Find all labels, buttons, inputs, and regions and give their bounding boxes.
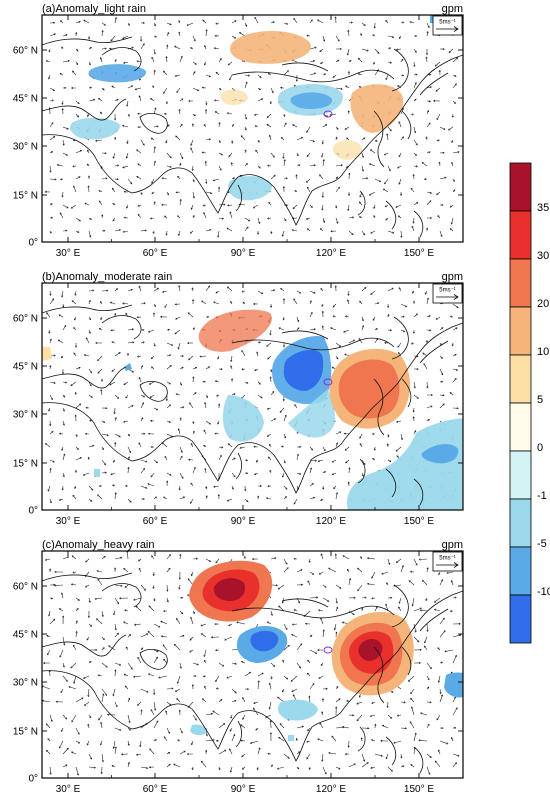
panel-title: (a)Anomaly_light rain [42,3,146,15]
colorbar-label: 35 [537,202,549,214]
lon-tick-label: 90° E [231,784,256,795]
lon-tick-label: 150° E [404,248,434,259]
unit-label: gpm [442,3,463,15]
unit-label: gpm [442,539,463,551]
lat-tick-label: 0° [28,774,38,785]
lat-tick-label: 30° N [13,142,38,153]
map-frame [41,282,464,511]
colorbar-label: 20 [537,298,549,310]
lat-tick-label: 45° N [13,630,38,641]
lon-tick-label: 30° E [56,248,81,259]
lat-tick-label: 0° [28,238,38,249]
lon-tick-label: 60° E [143,784,168,795]
unit-label: gpm [442,271,463,283]
colorbar-swatch [509,258,532,308]
shading [189,560,463,741]
lon-tick-label: 150° E [404,516,434,527]
panel-b: 5ms⁻¹ (b)Anomaly_moderate rain gpm 30° E… [13,271,464,527]
colorbar-swatch [509,210,532,260]
lat-tick-label: 60° N [13,314,38,325]
shading [42,309,463,510]
colorbar-swatch [509,450,532,500]
coastline [42,572,463,774]
axis-ticks: 30° E 60° E 90° E 120° E 150° E 0° 15° N 30° N 4… [13,283,463,527]
lon-tick-label: 30° E [56,784,81,795]
lat-tick-label: 60° N [13,46,38,57]
colorbar-label: -1 [537,490,547,502]
lon-tick-label: 30° E [56,516,81,527]
colorbar-label: -10 [537,586,550,598]
colorbar-label: 10 [537,346,549,358]
panel-c: 5ms⁻¹ (c)Anomaly_heavy rain gpm 30° E 60°… [13,539,464,795]
coastline [42,304,463,506]
panel-title: (b)Anomaly_moderate rain [42,271,172,283]
lat-tick-label: 0° [28,506,38,517]
lon-tick-label: 120° E [316,248,346,259]
colorbar-swatch [509,594,532,644]
colorbar-label: -5 [537,538,547,550]
colorbar-swatch [509,306,532,356]
colorbar-label: 5 [537,394,543,406]
lat-tick-label: 30° N [13,410,38,421]
lat-tick-label: 60° N [13,582,38,593]
colorbar-label: 0 [537,442,543,454]
lon-tick-label: 120° E [316,516,346,527]
lat-tick-label: 45° N [13,362,38,373]
wind-vector-field [44,16,460,238]
colorbar-label: 30 [537,250,549,262]
lon-tick-label: 60° E [143,516,168,527]
axis-ticks: 30° E 60° E 90° E 120° E 150° E 0° 15° N 30° N 4… [13,551,463,795]
reference-vector-box: 5ms⁻¹ [432,551,463,572]
lat-tick-label: 30° N [13,678,38,689]
panel-title: (c)Anomaly_heavy rain [42,539,155,551]
panel-a: 5ms⁻¹ (a)Anomaly_light rain gpm 30° E 60°… [13,3,464,259]
map-frame [41,14,464,243]
ref-vector-label: 5ms⁻¹ [439,20,456,26]
colorbar: 35 30 20 10 5 0 -1 -5 -10 [509,162,550,644]
lat-tick-label: 15° N [13,191,38,202]
reference-vector-box: 5ms⁻¹ [432,15,463,36]
axis-ticks: 30° E 60° E 90° E 120° E 150° E 0° 15° N 30° N 4… [13,15,463,259]
reference-vector-box: 5ms⁻¹ [432,283,463,304]
lat-tick-label: 15° N [13,727,38,738]
colorbar-swatch [509,498,532,548]
colorbar-swatches [509,162,532,644]
ref-vector-label: 5ms⁻¹ [439,288,456,294]
shading [70,15,440,201]
map-frame [41,550,464,779]
colorbar-swatch [509,354,532,404]
colorbar-swatch [509,546,532,596]
coastline [42,36,463,238]
lon-tick-label: 60° E [143,248,168,259]
lon-tick-label: 120° E [316,784,346,795]
ref-vector-label: 5ms⁻¹ [439,556,456,562]
lat-tick-label: 45° N [13,94,38,105]
lat-tick-label: 15° N [13,459,38,470]
colorbar-swatch [509,402,532,452]
lon-tick-label: 90° E [231,516,256,527]
lon-tick-label: 150° E [404,784,434,795]
lon-tick-label: 90° E [231,248,256,259]
colorbar-labels: 35 30 20 10 5 0 -1 -5 -10 [537,202,550,598]
colorbar-swatch [509,162,532,212]
